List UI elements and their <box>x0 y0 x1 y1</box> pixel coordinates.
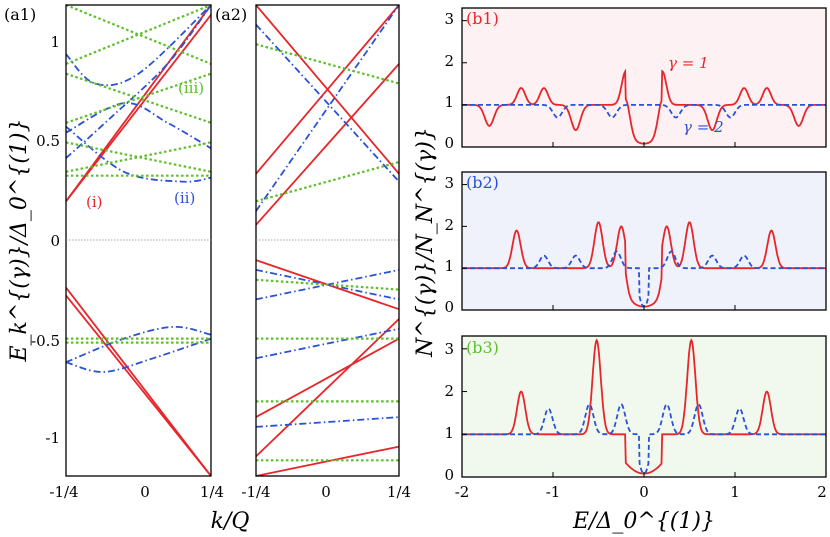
band-a1-red-3 <box>65 294 212 477</box>
panel-label-b1: (b1) <box>466 9 499 28</box>
panel-b1-background <box>462 8 826 147</box>
b1-ytick-2: 2 <box>444 52 454 70</box>
band-a2-blue-0 <box>255 4 400 212</box>
band-a1-blue-5 <box>65 337 212 373</box>
b1-ytick-3: 3 <box>444 10 454 28</box>
annotation-i: (i) <box>86 193 103 211</box>
b3-ytick-3: 3 <box>444 340 454 358</box>
panel-label-b3: (b3) <box>466 338 499 357</box>
band-a1-green-1 <box>65 3 212 65</box>
b-xtick-1: 1 <box>730 483 740 501</box>
b2-ytick-3: 3 <box>444 174 454 192</box>
band-a2-red-1 <box>255 4 400 175</box>
b3-ytick-1: 1 <box>444 424 454 442</box>
band-a1-blue-2 <box>65 4 212 87</box>
band-a1-green-0 <box>65 3 212 65</box>
band-a1-red-0 <box>65 4 212 202</box>
a-ytick-1: 1 <box>50 33 60 51</box>
panel-label-a2: (a2) <box>215 5 247 24</box>
annotation-ii: (ii) <box>174 189 195 207</box>
right-y-axis-title: N^{(γ)}/N_N^{(γ)} <box>413 127 438 358</box>
b3-ytick-2: 2 <box>444 382 454 400</box>
band-a1-red-1 <box>65 14 212 202</box>
band-a1-green-3 <box>65 72 212 124</box>
panel-b3-background <box>462 336 826 477</box>
a2-xtick-quarter: 1/4 <box>387 483 411 501</box>
b1-ytick-0: 0 <box>444 134 454 152</box>
band-a2-blue-1 <box>255 23 400 183</box>
b-xtick-2: 2 <box>817 483 827 501</box>
b3-ytick-0: 0 <box>444 466 454 484</box>
annotation-gamma2: γ = 2 <box>683 118 724 136</box>
annotation-iii: (iii) <box>178 79 204 97</box>
band-a1-green-5 <box>65 141 212 173</box>
band-a2-green-1 <box>255 160 400 203</box>
a-ytick-0.5: 0.5 <box>36 132 60 150</box>
band-a2-red-4 <box>255 337 400 418</box>
panel-label-b2: (b2) <box>466 173 499 192</box>
b-xtick-neg2: -2 <box>455 483 470 501</box>
band-a2-blue-5 <box>255 416 400 428</box>
panel-label-a1: (a1) <box>4 5 36 24</box>
band-a1-blue-0 <box>65 4 212 159</box>
panel-a2-frame <box>255 4 400 477</box>
band-a2-green-0 <box>255 43 400 85</box>
a2-xtick-neg-quarter: -1/4 <box>241 483 270 501</box>
band-a1-green-4 <box>65 141 212 173</box>
band-a2-blue-4 <box>255 327 400 360</box>
b1-ytick-1: 1 <box>444 93 454 111</box>
band-a2-green-2 <box>255 278 400 291</box>
band-a1-blue-4 <box>65 325 212 364</box>
a-ytick-0: 0 <box>50 232 60 250</box>
b-xtick-neg1: -1 <box>546 483 561 501</box>
a1-xtick-quarter: 1/4 <box>200 483 224 501</box>
annotation-gamma1: γ = 1 <box>668 54 709 72</box>
band-a1-blue-1 <box>65 125 212 183</box>
chart-curves <box>65 3 826 477</box>
dos-b3-blue <box>462 403 826 475</box>
band-a2-red-2 <box>255 63 400 226</box>
b2-ytick-2: 2 <box>444 216 454 234</box>
a-ytick-neg1: -1 <box>45 429 60 447</box>
a-ytick-neg0.5: -0.5 <box>31 332 60 350</box>
dos-b1-blue <box>462 104 826 119</box>
left-x-axis-title: k/Q <box>211 509 250 534</box>
left-y-axis-title: E_k^{(γ)}/Δ_0^{(1)} <box>7 118 32 362</box>
b-xtick-0: 0 <box>639 483 649 501</box>
a1-xtick-neg-quarter: -1/4 <box>49 483 78 501</box>
tick-marks <box>461 20 827 478</box>
a1-xtick-0: 0 <box>140 483 150 501</box>
panel-b2-background <box>462 172 826 310</box>
b2-ytick-0: 0 <box>444 298 454 316</box>
a2-xtick-0: 0 <box>321 483 331 501</box>
b2-ytick-1: 1 <box>444 257 454 275</box>
panel-a1-frame <box>65 4 212 477</box>
band-a1-blue-3 <box>65 102 212 150</box>
right-x-axis-title: E/Δ_0^{(1)} <box>572 509 715 534</box>
